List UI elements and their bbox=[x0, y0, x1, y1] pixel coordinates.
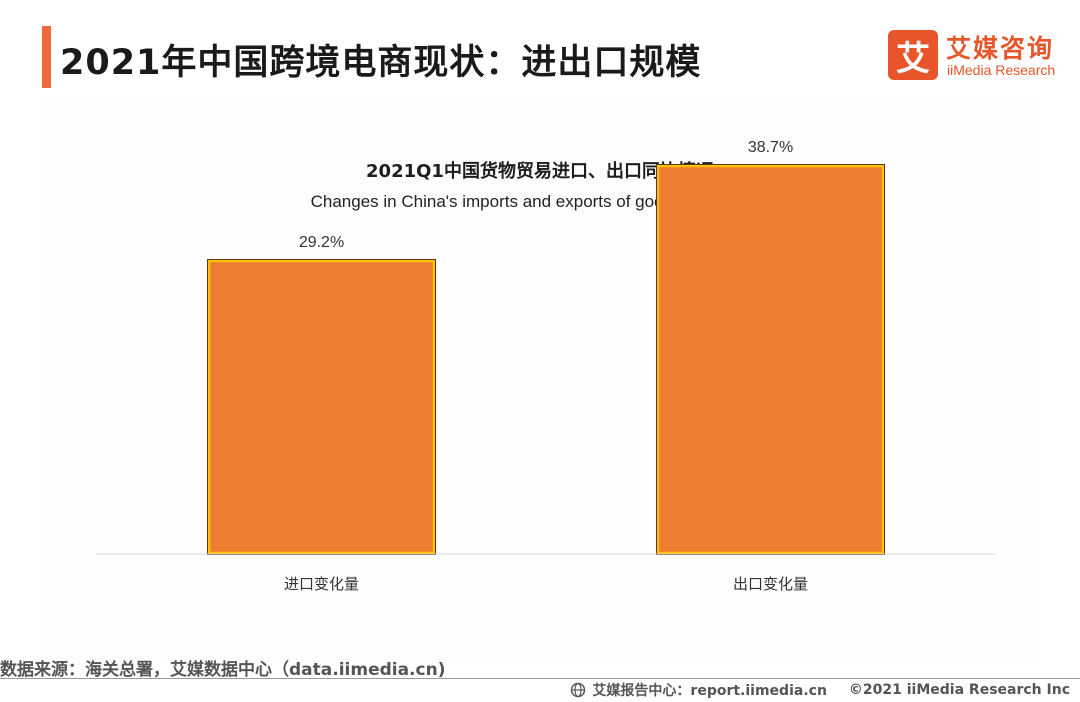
bar-value-label-1: 29.2% bbox=[299, 234, 344, 251]
data-source-note: 数据来源：海关总署，艾媒数据中心（data.iimedia.cn) bbox=[0, 660, 446, 680]
logo-mark-icon: 艾 bbox=[888, 30, 938, 80]
chart-title: 2021Q1中国货物贸易进口、出口同比情况 bbox=[366, 161, 714, 182]
title-accent-bar bbox=[42, 26, 51, 88]
report-center-text: 艾媒报告中心：report.iimedia.cn bbox=[592, 683, 827, 699]
brand-logo: 艾 艾媒咨询 iiMedia Research bbox=[888, 30, 1068, 86]
logo-chinese-text: 艾媒咨询 bbox=[946, 34, 1055, 63]
chart-subtitle: Changes in China's imports and exports o… bbox=[310, 192, 770, 211]
logo-english-text: iiMedia Research bbox=[947, 62, 1056, 78]
footer-divider bbox=[0, 678, 1080, 679]
category-label-1: 进口变化量 bbox=[284, 575, 359, 593]
category-label-2: 出口变化量 bbox=[733, 575, 808, 593]
footer: 艾媒报告中心：report.iimedia.cn ©2021 iiMedia R… bbox=[570, 680, 1070, 700]
bar-2 bbox=[656, 164, 885, 555]
bar-1 bbox=[207, 259, 436, 555]
copyright-text: ©2021 iiMedia Research Inc bbox=[848, 682, 1070, 698]
bar-value-label-2: 38.7% bbox=[748, 139, 793, 156]
page-title: 2021年中国跨境电商现状：进出口规模 bbox=[60, 43, 702, 83]
globe-icon bbox=[571, 682, 586, 698]
